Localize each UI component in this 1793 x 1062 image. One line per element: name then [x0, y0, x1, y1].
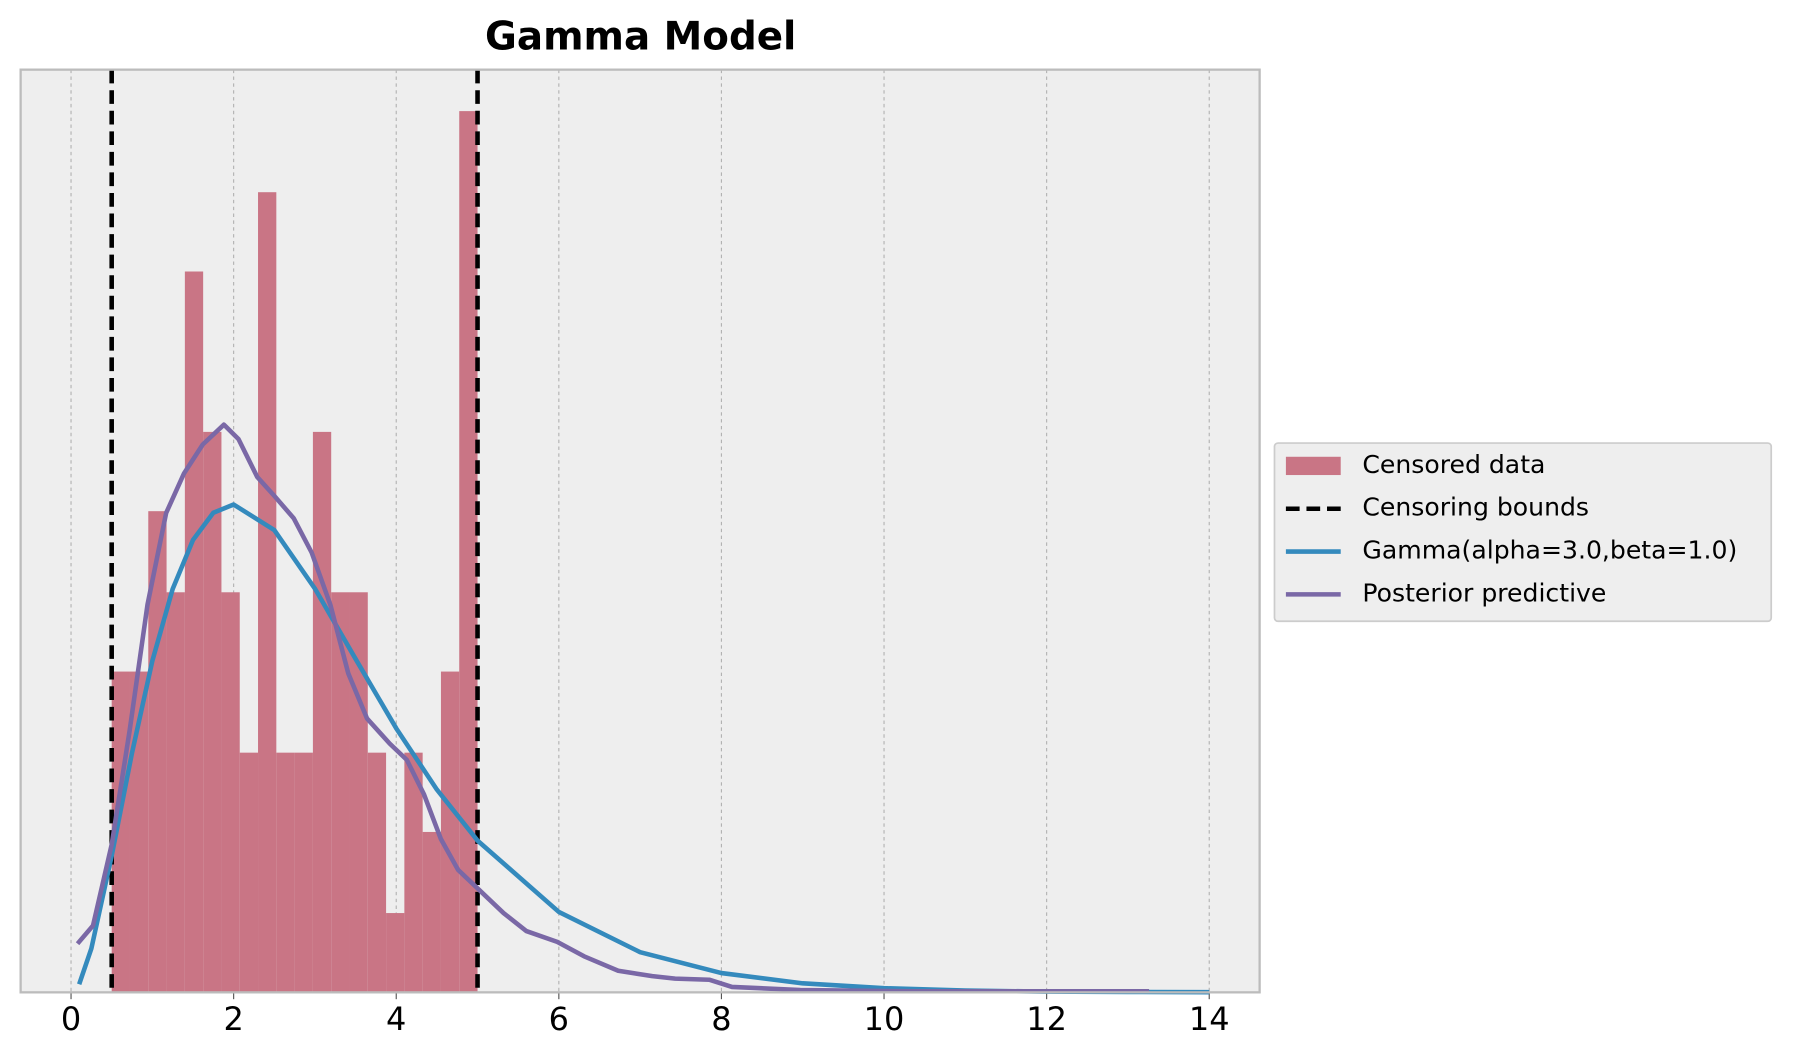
x-tick-label: 12 — [1026, 1000, 1067, 1038]
bar — [404, 752, 423, 993]
bar — [312, 431, 332, 993]
bar — [440, 671, 460, 993]
x-tick-label: 0 — [61, 1000, 81, 1038]
legend-swatch — [1285, 456, 1341, 476]
bar — [166, 592, 185, 993]
legend-label: Gamma(alpha=3.0,beta=1.0) — [1362, 536, 1737, 565]
x-tick-label: 10 — [864, 1000, 905, 1038]
legend-box — [1273, 442, 1773, 623]
x-tick-label: 14 — [1189, 1000, 1230, 1038]
x-tick-label: 2 — [223, 1000, 243, 1038]
bar — [386, 913, 405, 993]
density-line — [75, 422, 1150, 994]
legend-label: Posterior predictive — [1362, 578, 1606, 607]
legend-label: Censoring bounds — [1362, 493, 1589, 522]
bar — [184, 271, 204, 993]
density-line — [77, 502, 1210, 995]
bar — [367, 752, 387, 993]
bar — [459, 111, 478, 993]
bar — [221, 592, 240, 993]
x-tick-label: 4 — [386, 1000, 406, 1038]
bar — [294, 752, 313, 993]
legend-label: Censored data — [1362, 450, 1545, 479]
bar — [331, 592, 350, 993]
bar — [239, 752, 259, 993]
x-tick-label: 8 — [711, 1000, 731, 1038]
x-tick-label: 6 — [549, 1000, 569, 1038]
bar — [203, 431, 222, 993]
bar — [276, 752, 295, 993]
bar — [258, 192, 277, 993]
plot-border — [19, 68, 1261, 994]
chart-title: Gamma Model — [485, 14, 796, 59]
bar — [422, 831, 441, 993]
